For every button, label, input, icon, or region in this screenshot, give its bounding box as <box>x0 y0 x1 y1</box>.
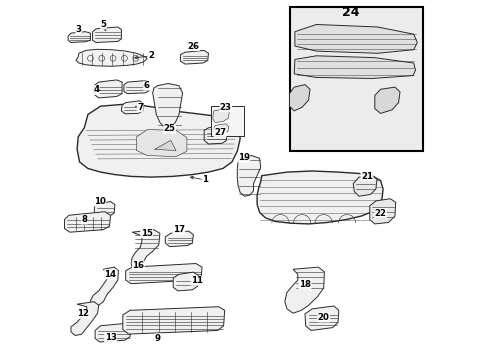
Text: 6: 6 <box>143 81 149 90</box>
Polygon shape <box>64 212 110 232</box>
Text: 19: 19 <box>237 153 249 162</box>
Polygon shape <box>125 264 202 284</box>
Polygon shape <box>152 84 182 128</box>
Polygon shape <box>374 87 399 113</box>
Polygon shape <box>352 176 376 196</box>
Polygon shape <box>289 85 309 111</box>
Text: 16: 16 <box>132 261 144 270</box>
Polygon shape <box>294 24 416 53</box>
Text: 2: 2 <box>147 51 154 60</box>
Text: 13: 13 <box>104 333 116 342</box>
Text: 3: 3 <box>76 25 81 34</box>
Text: 14: 14 <box>104 270 117 279</box>
Bar <box>289 7 422 151</box>
Text: 22: 22 <box>374 208 386 217</box>
Text: 11: 11 <box>191 276 203 285</box>
Polygon shape <box>154 140 176 150</box>
Polygon shape <box>131 230 160 273</box>
Text: 26: 26 <box>187 41 199 50</box>
Polygon shape <box>94 80 122 98</box>
Text: 4: 4 <box>93 85 99 94</box>
Text: 24: 24 <box>341 6 359 19</box>
Text: 18: 18 <box>298 280 310 289</box>
Bar <box>211 106 244 136</box>
Text: 17: 17 <box>173 225 184 234</box>
Polygon shape <box>94 202 115 217</box>
Polygon shape <box>90 267 118 306</box>
Polygon shape <box>173 272 198 291</box>
Polygon shape <box>92 27 121 42</box>
Polygon shape <box>76 49 147 66</box>
Text: 15: 15 <box>141 229 152 238</box>
Polygon shape <box>284 267 324 313</box>
Text: 10: 10 <box>94 197 105 206</box>
Polygon shape <box>136 130 186 157</box>
Polygon shape <box>68 32 90 42</box>
Text: 5: 5 <box>100 20 106 29</box>
Polygon shape <box>180 50 208 64</box>
Polygon shape <box>71 302 99 336</box>
Polygon shape <box>121 101 143 114</box>
Text: 25: 25 <box>163 124 175 133</box>
Polygon shape <box>237 156 260 196</box>
Polygon shape <box>77 104 240 177</box>
Polygon shape <box>123 81 149 94</box>
Text: 12: 12 <box>77 310 89 319</box>
Text: 7: 7 <box>137 103 143 112</box>
Polygon shape <box>212 109 229 122</box>
Text: 9: 9 <box>154 334 160 343</box>
Polygon shape <box>369 199 395 224</box>
Polygon shape <box>122 307 224 334</box>
Polygon shape <box>213 124 228 133</box>
Text: 23: 23 <box>219 103 231 112</box>
Polygon shape <box>294 56 415 78</box>
Text: 21: 21 <box>360 172 372 181</box>
Polygon shape <box>165 231 193 247</box>
Text: 8: 8 <box>81 215 87 224</box>
Text: 20: 20 <box>317 313 329 322</box>
Polygon shape <box>305 306 338 330</box>
Text: 1: 1 <box>202 175 207 184</box>
Polygon shape <box>95 323 131 342</box>
Text: 27: 27 <box>214 128 225 137</box>
Polygon shape <box>204 126 226 144</box>
Polygon shape <box>257 171 382 224</box>
